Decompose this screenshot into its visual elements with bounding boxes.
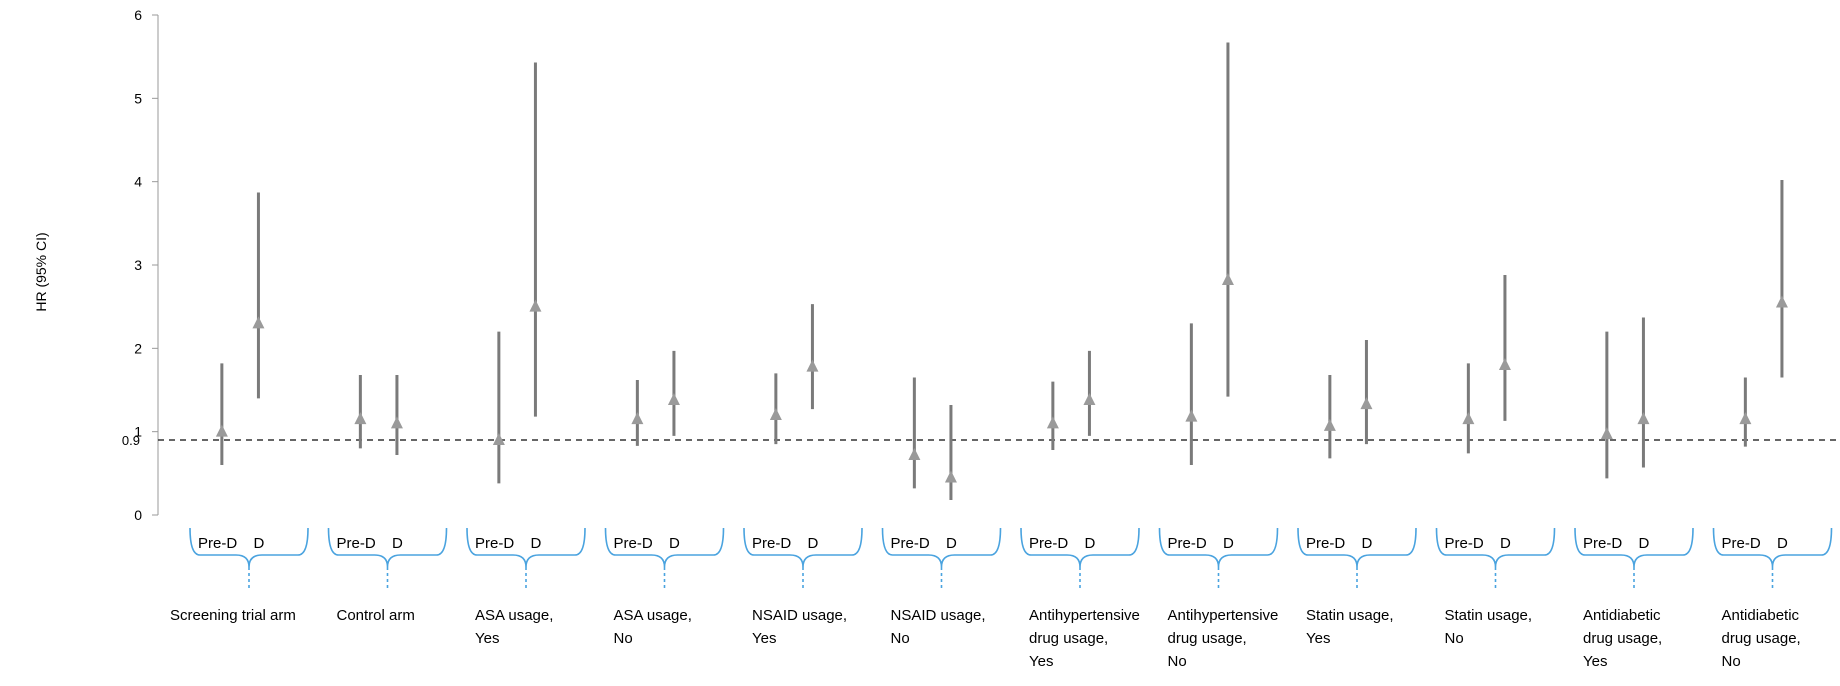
group-label-line: drug usage, (1722, 630, 1801, 647)
group-7: Pre-D D Antihypertensive drug usage, No (1158, 42, 1279, 670)
hr-point (1739, 412, 1752, 425)
hr-point (1462, 412, 1475, 425)
hr-point (529, 299, 542, 312)
sub-label-pre-d: Pre-D (475, 535, 514, 552)
hr-point (944, 470, 957, 483)
group-10: Pre-D D Antidiabetic drug usage, Yes (1574, 317, 1694, 670)
y-tick-label: 5 (134, 90, 142, 106)
hr-point (667, 393, 680, 405)
y-tick-label: 6 (134, 7, 142, 23)
hr-point (1360, 397, 1373, 410)
group-label-line: ASA usage, (614, 607, 692, 624)
group-label-line: No (1445, 630, 1464, 647)
reference-line-label: 0.9 (122, 433, 140, 448)
group-4: Pre-D D NSAID usage, Yes (743, 304, 863, 647)
sub-label-pre-d: Pre-D (337, 535, 376, 552)
sub-label-d: D (1777, 535, 1788, 552)
group-label-line: No (1722, 653, 1741, 670)
sub-label-d: D (1361, 535, 1372, 552)
hr-point (1083, 393, 1096, 405)
group-label-line: Yes (1583, 653, 1607, 670)
sub-label-pre-d: Pre-D (1029, 535, 1068, 552)
group-label-line: ASA usage, (475, 607, 553, 624)
hr-point (1637, 412, 1650, 425)
sub-label-d: D (946, 535, 957, 552)
group-label-line: No (1168, 653, 1187, 670)
group-label-line: Yes (752, 630, 776, 647)
group-label-line: Yes (1029, 653, 1053, 670)
sub-label-d: D (807, 535, 818, 552)
sub-label-pre-d: Pre-D (614, 535, 653, 552)
sub-label-pre-d: Pre-D (1722, 535, 1761, 552)
group-label-line: drug usage, (1168, 630, 1247, 647)
hr-point (806, 359, 819, 372)
group-label-line: Yes (475, 630, 499, 647)
sub-label-pre-d: Pre-D (1306, 535, 1345, 552)
group-label-line: NSAID usage, (891, 607, 986, 624)
sub-label-pre-d: Pre-D (1168, 535, 1207, 552)
sub-label-pre-d: Pre-D (1583, 535, 1622, 552)
group-8: Pre-D D Statin usage, Yes (1297, 340, 1417, 647)
hr-point (769, 408, 782, 420)
group-label-line: drug usage, (1583, 630, 1662, 647)
sub-label-d: D (1500, 535, 1511, 552)
group-5: Pre-D D NSAID usage, No (881, 377, 1002, 647)
group-3: Pre-D D ASA usage, No (604, 350, 725, 647)
hr-point (1323, 418, 1336, 431)
hr-point (1221, 273, 1234, 285)
hr-point (354, 412, 367, 425)
sub-label-d: D (530, 535, 541, 552)
group-label-line: No (891, 630, 910, 647)
y-tick-label: 4 (134, 174, 142, 190)
group-1: Pre-D D Control arm (327, 375, 448, 624)
y-tick-label: 0 (134, 507, 142, 523)
group-11: Pre-D D Antidiabetic drug usage, No (1712, 180, 1833, 670)
y-tick-label: 3 (134, 257, 142, 273)
group-label-line: drug usage, (1029, 630, 1108, 647)
hr-point (1185, 409, 1198, 422)
group-label-line: Screening trial arm (170, 607, 296, 624)
hr-point (908, 448, 921, 460)
sub-label-pre-d: Pre-D (198, 535, 237, 552)
hr-point (631, 412, 644, 425)
sub-label-pre-d: Pre-D (1445, 535, 1484, 552)
group-label-line: Yes (1306, 630, 1330, 647)
sub-label-d: D (1223, 535, 1234, 552)
y-axis-label: HR (95% CI) (33, 232, 49, 311)
hr-point (1046, 416, 1059, 429)
hr-point (1498, 358, 1511, 370)
sub-label-d: D (1638, 535, 1649, 552)
group-label-line: Control arm (337, 607, 415, 624)
hr-point (215, 424, 228, 437)
group-label-line: Statin usage, (1445, 607, 1533, 624)
y-tick-label: 1 (134, 424, 142, 440)
hr-point (1600, 427, 1613, 440)
hr-point (390, 416, 403, 429)
y-tick-label: 2 (134, 340, 142, 356)
group-2: Pre-D D ASA usage, Yes (466, 62, 586, 647)
groups: Pre-D D Screening trial arm Pre-D D Control a… (170, 42, 1833, 670)
sub-label-pre-d: Pre-D (752, 535, 791, 552)
group-label-line: Antidiabetic (1583, 607, 1661, 624)
group-9: Pre-D D Statin usage, No (1435, 275, 1556, 647)
group-label-line: Antihypertensive (1168, 607, 1279, 624)
sub-label-d: D (669, 535, 680, 552)
hr-point (492, 433, 505, 445)
group-label-line: Antihypertensive (1029, 607, 1140, 624)
group-6: Pre-D D Antihypertensive drug usage, Yes (1020, 350, 1140, 670)
y-ticks: 0 1 2 3 4 5 6 (134, 7, 158, 523)
hr-point (1775, 295, 1788, 308)
sub-label-pre-d: Pre-D (891, 535, 930, 552)
group-label-line: No (614, 630, 633, 647)
sub-label-d: D (1084, 535, 1095, 552)
group-label-line: NSAID usage, (752, 607, 847, 624)
group-label-line: Antidiabetic (1722, 607, 1800, 624)
group-0: Pre-D D Screening trial arm (170, 192, 309, 624)
sub-label-d: D (253, 535, 264, 552)
group-label-line: Statin usage, (1306, 607, 1394, 624)
hr-point (252, 316, 265, 329)
sub-label-d: D (392, 535, 403, 552)
